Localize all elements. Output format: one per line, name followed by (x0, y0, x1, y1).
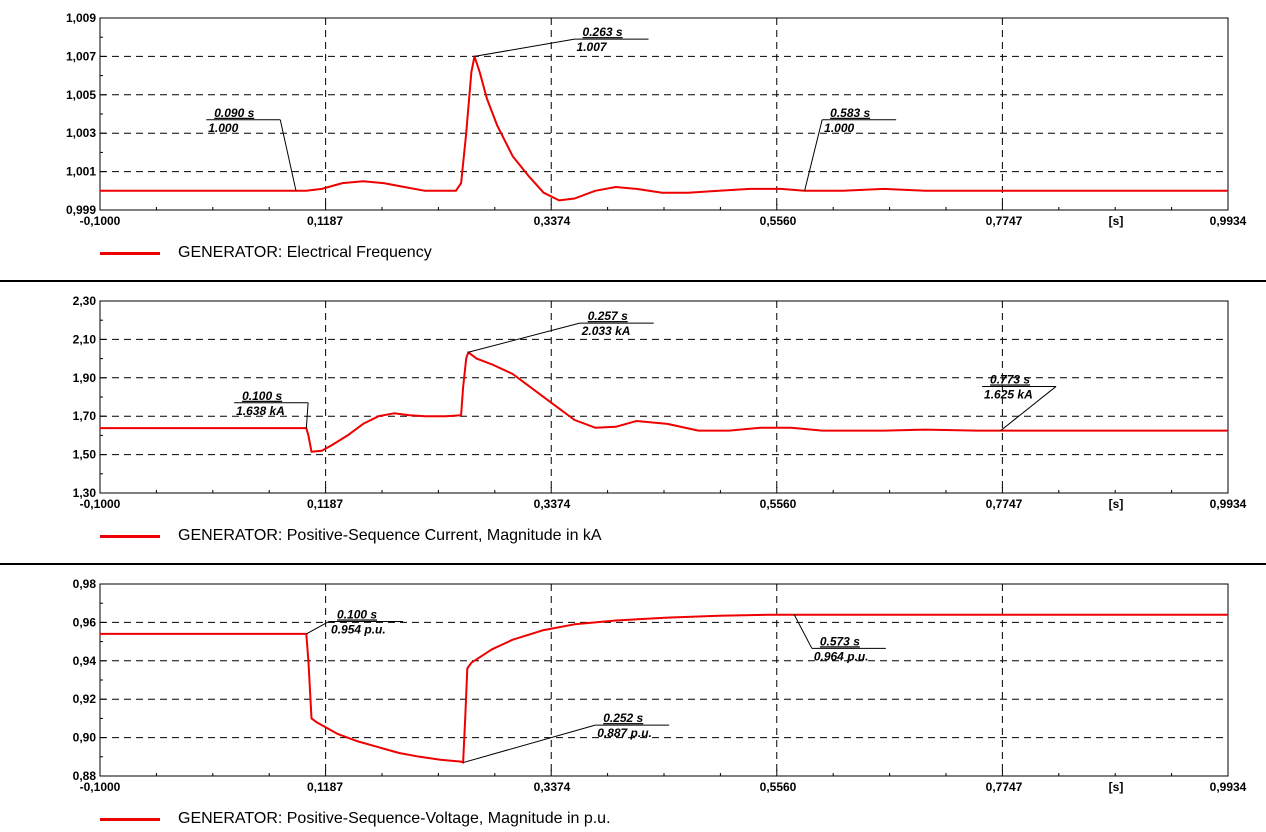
y-tick-label: 1,90 (73, 371, 97, 385)
x-tick-label: 0,5560 (760, 214, 797, 228)
annotation-leader (474, 38, 575, 57)
annotation-leader (468, 322, 580, 353)
annotation-value: 0.954 p.u. (331, 622, 386, 636)
chart-current: 2,30 2,10 1,90 1,70 1,50 1,30-0,1000 0,1187 0,3… (73, 294, 1247, 511)
annotation-time: 0.100 s (337, 607, 377, 621)
x-tick-label: 0,7747 (986, 497, 1023, 511)
x-tick-label: [s] (1109, 780, 1124, 794)
chart-frequency: 1,009 1,007 1,005 1,003 1,001 0,999-0,1000 0,1… (66, 11, 1247, 228)
annotation-value: 1.000 (824, 121, 854, 135)
x-tick-label: 0,7747 (986, 214, 1023, 228)
chart-panel-voltage: 0,98 0,96 0,94 0,92 0,90 0,88 -0,1000 0,1187 0,3… (0, 566, 1266, 832)
annotation-time: 0.090 s (214, 106, 254, 120)
annotation-time: 0.263 s (583, 25, 623, 39)
annotation-value: 1.638 kA (236, 404, 285, 418)
y-tick-label: 0,90 (73, 731, 97, 745)
series-line (100, 613, 1228, 764)
annotation-time: 0.583 s (830, 106, 870, 120)
chart-panel-current: 2,30 2,10 1,90 1,70 1,50 1,30 -0,1000 0,1187 0,3… (0, 283, 1266, 551)
legend-frequency: GENERATOR: Electrical Frequency (100, 243, 432, 263)
x-tick-label: 0,3374 (534, 497, 571, 511)
annotation-value: 0.887 p.u. (597, 726, 652, 740)
x-tick-label: 0,3374 (534, 780, 571, 794)
annotation-value: 1.000 (208, 121, 238, 135)
x-tick-label: 0,7747 (986, 780, 1023, 794)
plot-frame (99, 583, 1229, 777)
x-tick-label: -0,1000 (80, 214, 121, 228)
panel-divider (0, 563, 1266, 565)
legend-swatch-frequency (100, 251, 160, 255)
chart-voltage: 0,98 0,96 0,94 0,92 0,90 0,88-0,1000 0,1187 0,3… (73, 577, 1247, 794)
annotation-leader (793, 614, 813, 649)
x-tick-label: 0,9934 (1210, 214, 1247, 228)
annotation-time: 0.773 s (990, 372, 1030, 386)
x-tick-label: 0,1187 (307, 214, 343, 228)
annotation-time: 0.252 s (603, 711, 643, 725)
legend-label-voltage: GENERATOR: Positive-Sequence-Voltage, Ma… (178, 810, 611, 827)
annotation-time: 0.257 s (588, 309, 628, 323)
y-tick-label: 2,30 (73, 294, 97, 308)
legend-current: GENERATOR: Positive-Sequence Current, Ma… (100, 526, 602, 546)
x-tick-label: -0,1000 (80, 497, 121, 511)
y-tick-label: 1,50 (73, 448, 97, 462)
annotation-time: 0.573 s (820, 634, 860, 648)
x-tick-label: 0,1187 (307, 780, 343, 794)
legend-voltage: GENERATOR: Positive-Sequence-Voltage, Ma… (100, 809, 611, 829)
y-tick-label: 0,94 (73, 654, 97, 668)
annotation-time: 0.100 s (242, 389, 282, 403)
y-tick-label: 1,009 (66, 11, 96, 25)
legend-label-current: GENERATOR: Positive-Sequence Current, Ma… (178, 527, 602, 544)
y-tick-label: 1,001 (66, 165, 96, 179)
annotation-value: 1.007 (577, 40, 608, 54)
y-tick-label: 0,92 (73, 692, 97, 706)
y-tick-label: 0,999 (66, 203, 96, 217)
y-tick-label: 1,003 (66, 126, 96, 140)
y-tick-label: 1,70 (73, 409, 97, 423)
annotation-value: 1.625 kA (984, 387, 1033, 401)
y-tick-label: 0,96 (73, 615, 97, 629)
x-tick-label: 0,5560 (760, 497, 797, 511)
x-tick-label: 0,1187 (307, 497, 343, 511)
legend-swatch-current (100, 534, 160, 538)
y-tick-label: 2,10 (73, 332, 97, 346)
plot-frame (99, 17, 1229, 211)
y-tick-label: 1,007 (66, 49, 96, 63)
x-tick-label: -0,1000 (80, 780, 121, 794)
y-tick-label: 1,30 (73, 486, 97, 500)
panel-divider (0, 280, 1266, 282)
legend-label-frequency: GENERATOR: Electrical Frequency (178, 244, 432, 261)
annotation-value: 0.964 p.u. (814, 649, 869, 663)
legend-swatch-voltage (100, 817, 160, 821)
annotation-leader (804, 119, 823, 191)
series-line (100, 351, 1228, 453)
annotation-leader (306, 621, 330, 635)
x-tick-label: [s] (1109, 214, 1124, 228)
y-tick-label: 0,98 (73, 577, 97, 591)
annotation-leader (305, 402, 309, 429)
annotation-leader (1000, 386, 1057, 431)
chart-panel-frequency: 1,009 1,007 1,005 1,003 1,001 0,999 -0,1000 0,1… (0, 0, 1266, 268)
x-tick-label: 0,9934 (1210, 780, 1247, 794)
x-tick-label: 0,5560 (760, 780, 797, 794)
series-line (100, 55, 1228, 202)
annotation-value: 2.033 kA (581, 324, 631, 338)
y-tick-label: 1,005 (66, 88, 96, 102)
x-tick-label: 0,3374 (534, 214, 571, 228)
y-tick-label: 0,88 (73, 769, 97, 783)
x-tick-label: 0,9934 (1210, 497, 1247, 511)
annotation-leader (463, 724, 596, 764)
annotation-leader (279, 119, 297, 191)
x-tick-label: [s] (1109, 497, 1124, 511)
